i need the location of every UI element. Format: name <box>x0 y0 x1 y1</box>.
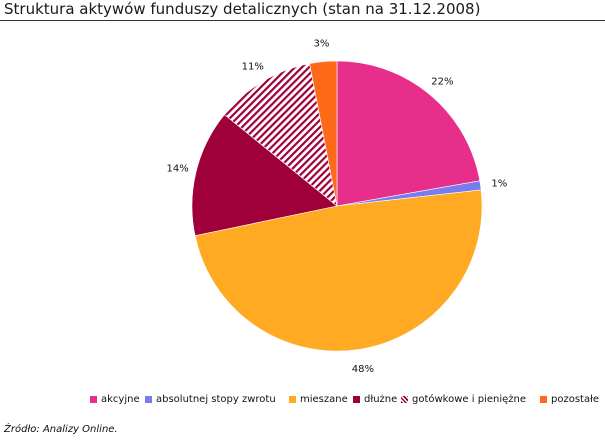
pie-slice-dluzne <box>191 114 338 237</box>
legend-label: akcyjne <box>101 394 140 405</box>
pie-slice-gotowkowe-i-pieniezne <box>224 63 338 207</box>
pie-label-pozostale: 3% <box>313 39 329 50</box>
legend-swatch <box>540 396 547 403</box>
legend-label: mieszane <box>300 394 348 405</box>
legend-label: absolutnej stopy zwrotu <box>156 394 276 405</box>
pie-label-absolutnej-stopy-zwrotu: 1% <box>491 179 507 190</box>
legend-swatch <box>90 396 97 403</box>
pie-label-akcyjne: 22% <box>431 76 453 87</box>
chart-title: Struktura aktywów funduszy detalicznych … <box>4 0 481 18</box>
pie-label-dluzne: 14% <box>166 163 188 174</box>
legend-label: gotówkowe i pieniężne <box>412 394 526 405</box>
legend-label: pozostałe <box>551 394 600 405</box>
pie-label-mieszane: 48% <box>352 364 374 375</box>
legend-swatch <box>401 396 408 403</box>
legend-swatch <box>145 396 152 403</box>
pie-slice-pozostale <box>309 60 338 207</box>
legend-swatch <box>289 396 296 403</box>
source-note: Źródło: Analizy Online. <box>4 424 118 435</box>
pie-slice-akcyjne <box>336 60 481 207</box>
legend-label: dłużne <box>364 394 398 405</box>
title-divider <box>0 20 605 21</box>
legend-swatch <box>353 396 360 403</box>
pie-slices <box>191 60 483 352</box>
pie-label-gotowkowe-i-pieniezne: 11% <box>242 61 264 72</box>
pie-labels: 22% 1% 48% 14% 11% 3% <box>166 39 507 375</box>
pie-slice-mieszane <box>194 189 483 352</box>
pie-chart: 22% 1% 48% 14% 11% 3% <box>166 39 507 375</box>
